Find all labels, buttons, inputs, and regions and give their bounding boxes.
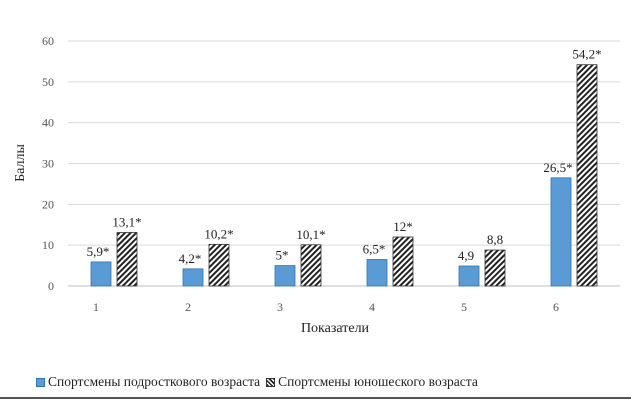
bar-teen-3 [274, 265, 296, 287]
y-tick-label: 40 [42, 116, 54, 130]
data-label-teen-2: 4,2* [179, 251, 202, 266]
data-label-teen-6: 26,5* [543, 160, 572, 175]
bar-youth-2 [208, 243, 230, 287]
bottom-border [0, 397, 631, 399]
x-tick-label: 3 [277, 300, 283, 314]
x-tick-label: 5 [461, 300, 467, 314]
data-label-youth-1: 13,1* [112, 215, 141, 230]
bar-youth-3 [300, 244, 322, 287]
legend-item-teen: Спортсмены подросткового возраста [36, 374, 260, 390]
data-label-youth-6: 54,2* [572, 47, 601, 62]
data-label-teen-5: 4,9 [458, 248, 474, 263]
data-label-youth-4: 12* [393, 219, 413, 234]
legend-label-teen: Спортсмены подросткового возраста [48, 374, 261, 389]
bar-youth-1 [116, 232, 138, 287]
bar-teen-2 [182, 268, 204, 287]
bar-teen-5 [458, 265, 480, 287]
bar-teen-4 [366, 259, 388, 287]
data-label-youth-2: 10,2* [204, 226, 233, 241]
y-tick-label: 30 [42, 157, 54, 171]
bar-youth-4 [392, 236, 414, 287]
data-label-teen-4: 6,5* [363, 241, 386, 256]
legend-swatch-teen [36, 377, 45, 387]
data-label-teen-1: 5,9* [87, 244, 110, 259]
y-tick-label: 10 [42, 238, 54, 252]
legend-swatch-youth [266, 377, 276, 387]
y-tick-label: 50 [42, 75, 54, 89]
bar-youth-6 [576, 64, 598, 287]
data-label-teen-3: 5* [276, 248, 289, 263]
legend: Спортсмены подросткового возраста Спортс… [36, 374, 478, 390]
legend-item-youth: Спортсмены юношеского возраста [266, 374, 478, 390]
x-tick-label: 1 [93, 300, 99, 314]
bar-teen-6 [550, 177, 572, 287]
data-label-youth-5: 8,8 [487, 232, 503, 247]
x-tick-label: 6 [553, 300, 559, 314]
bar-teen-1 [90, 261, 112, 287]
y-tick-label: 0 [48, 279, 54, 293]
x-tick-label: 4 [369, 300, 375, 314]
y-axis-title: Баллы [13, 144, 28, 182]
data-label-youth-3: 10,1* [296, 227, 325, 242]
x-axis-title: Показатели [301, 321, 370, 336]
y-tick-label: 60 [42, 34, 54, 48]
legend-label-youth: Спортсмены юношеского возраста [278, 374, 478, 389]
x-tick-label: 2 [185, 300, 191, 314]
bar-youth-5 [484, 249, 506, 287]
y-tick-label: 20 [42, 197, 54, 211]
